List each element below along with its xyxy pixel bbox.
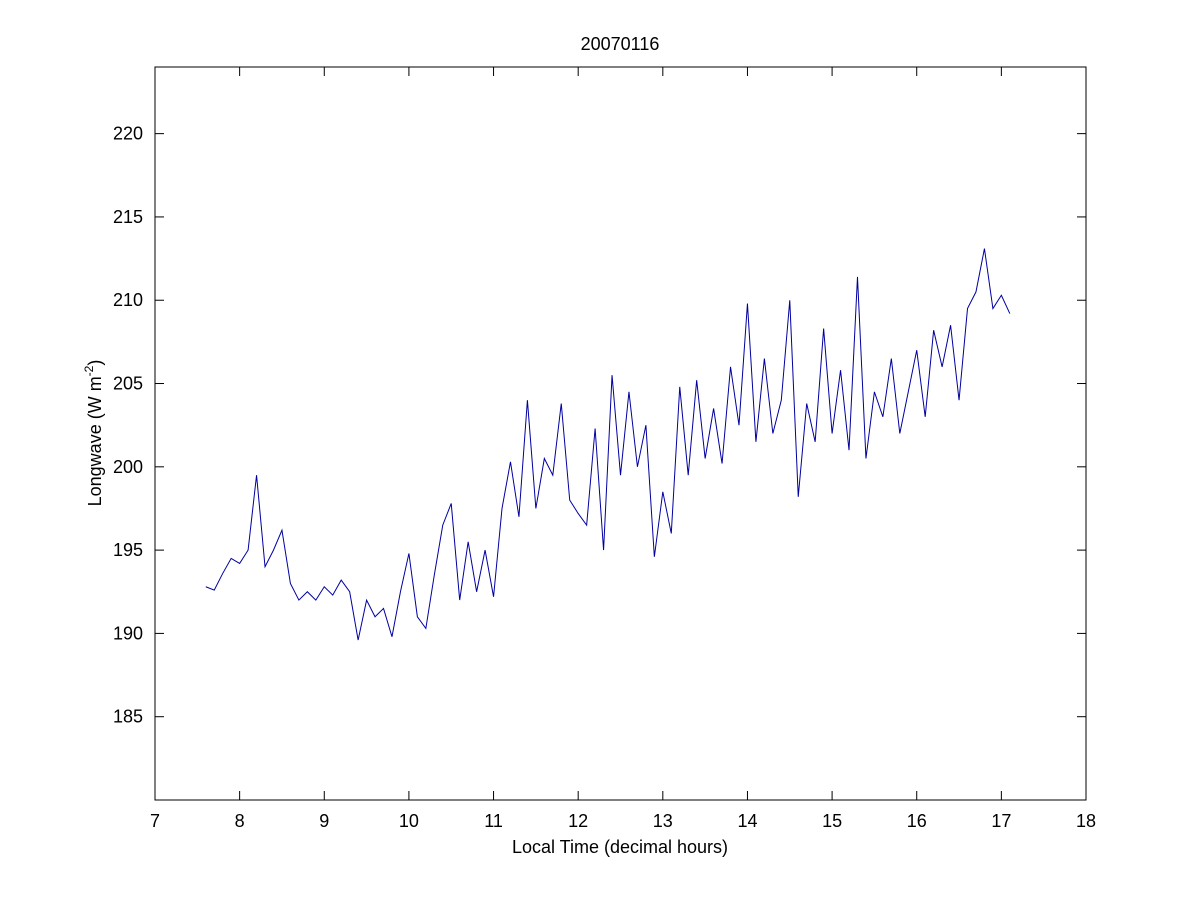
y-tick-label: 195 xyxy=(113,540,143,560)
x-tick-label: 17 xyxy=(991,811,1011,831)
x-tick-label: 9 xyxy=(319,811,329,831)
chart-title: 20070116 xyxy=(581,34,660,54)
x-axis-label: Local Time (decimal hours) xyxy=(512,837,728,857)
x-tick-label: 16 xyxy=(907,811,927,831)
x-tick-label: 14 xyxy=(737,811,757,831)
y-axis-label-exponent: -2 xyxy=(82,365,96,376)
x-tick-label: 12 xyxy=(568,811,588,831)
x-tick-label: 18 xyxy=(1076,811,1096,831)
data-line xyxy=(205,248,1011,641)
y-tick-label: 215 xyxy=(113,207,143,227)
y-tick-label: 185 xyxy=(113,707,143,727)
x-tick-label: 15 xyxy=(822,811,842,831)
x-tick-label: 7 xyxy=(150,811,160,831)
y-axis-label: Longwave (W m-2) xyxy=(82,360,105,507)
y-tick-label: 220 xyxy=(113,124,143,144)
x-tick-label: 10 xyxy=(399,811,419,831)
y-tick-label: 205 xyxy=(113,374,143,394)
y-tick-label: 210 xyxy=(113,290,143,310)
y-axis-label-end: ) xyxy=(85,360,105,366)
x-tick-label: 13 xyxy=(653,811,673,831)
x-tick-label: 11 xyxy=(484,811,503,831)
y-axis-label-main: Longwave (W m xyxy=(85,376,105,506)
x-tick-label: 8 xyxy=(235,811,245,831)
y-tick-label: 200 xyxy=(113,457,143,477)
plot-box xyxy=(154,66,1087,801)
y-tick-label: 190 xyxy=(113,623,143,643)
